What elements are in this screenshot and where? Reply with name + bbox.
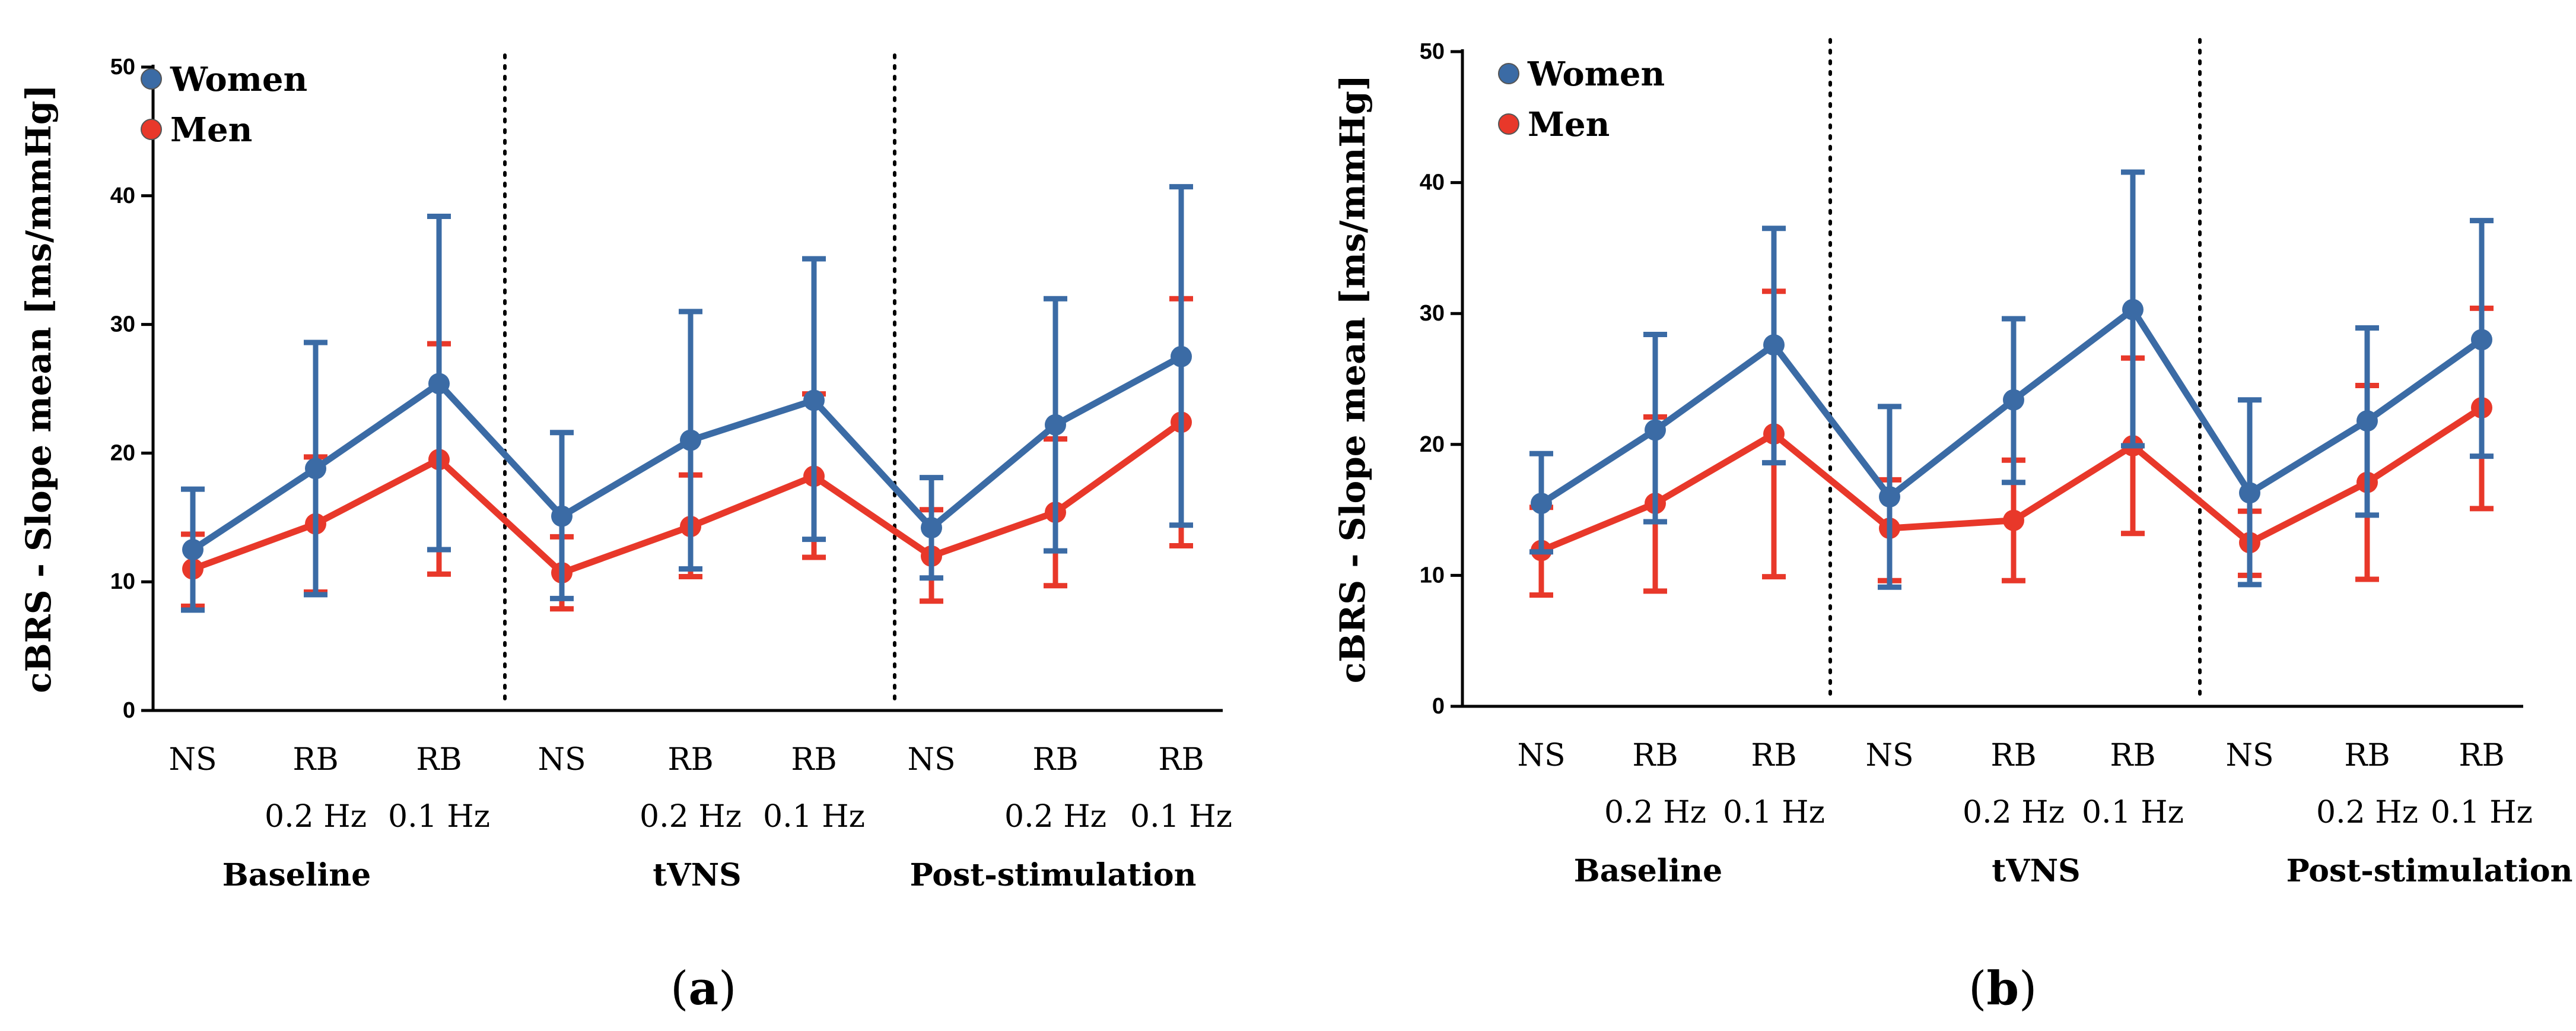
x-tick-label: 0.2 Hz [1004, 799, 1106, 835]
x-tick-label: RB [1990, 738, 2036, 773]
data-point-women [2471, 329, 2492, 351]
x-tick-label: RB [1751, 738, 1796, 773]
chart-panel-b: 0 10 20 30 40 50 cBRS - Slope mean [ms/mmHg] NS… [1332, 38, 2573, 889]
group-label: tVNS [1992, 853, 2080, 889]
data-point-women [2356, 410, 2378, 432]
data-point-women [182, 539, 203, 560]
legend-label-women: Women [1527, 55, 1665, 94]
x-tick-label: 0.2 Hz [1963, 795, 2065, 830]
x-tick-label: 0.1 Hz [763, 799, 865, 835]
series-line-men [812, 473, 934, 559]
y-tick-label: 0 [1432, 694, 1445, 719]
x-tick-label: NS [2225, 738, 2273, 773]
panel-letter-b: b [1986, 962, 2019, 1016]
x-tick-label: 0.1 Hz [1723, 795, 1825, 830]
y-tick-label: 40 [1420, 170, 1445, 195]
data-point-women [2003, 389, 2024, 411]
y-tick-label: 20 [1420, 432, 1445, 457]
y-tick-label: 30 [1420, 301, 1445, 326]
x-tick-label: NS [538, 742, 586, 778]
data-point-women [1045, 414, 1066, 436]
x-tick-label: 0.2 Hz [2316, 795, 2418, 830]
group-label: Post-stimulation [910, 857, 1197, 893]
y-axis-label: cBRS - Slope mean [ms/mmHg] [18, 84, 59, 693]
data-point-women [1171, 345, 1192, 367]
data-point-women [1879, 486, 1900, 508]
data-point-men [2003, 509, 2024, 531]
x-tick-label: 0.1 Hz [2082, 795, 2184, 830]
data-point-women [1645, 419, 1666, 441]
y-tick-label: 10 [1420, 563, 1445, 588]
series-line-women [1771, 342, 1893, 499]
series-line-men [2130, 443, 2252, 545]
legend-marker-women [141, 68, 162, 90]
y-tick-label: 50 [110, 55, 135, 80]
y-axis-label: cBRS - Slope mean [ms/mmHg] [1332, 75, 1373, 684]
series-line-women [436, 381, 565, 519]
x-tick-label: NS [1517, 738, 1565, 773]
x-tick-label: RB [667, 742, 713, 778]
x-tick-label: 0.2 Hz [265, 799, 367, 835]
data-point-women [680, 429, 701, 451]
series-line-women [2130, 307, 2253, 495]
y-tick-label: 50 [1420, 39, 1445, 64]
x-tick-label: RB [1632, 738, 1678, 773]
data-point-women [921, 517, 942, 539]
x-tick-label: 0.1 Hz [1130, 799, 1232, 835]
series-line-men [1772, 431, 1892, 531]
legend-marker-women [1498, 63, 1519, 84]
panel-label-a: (a) [670, 962, 737, 1016]
legend-label-women: Women [170, 60, 307, 99]
group-label: Baseline [222, 857, 371, 893]
x-tick-label: 0.1 Hz [388, 799, 490, 835]
data-point-women [1531, 493, 1552, 515]
group-label: Post-stimulation [2286, 853, 2573, 889]
legend-marker-men [1498, 113, 1519, 135]
data-point-women [1763, 334, 1785, 356]
panel-letter-a: a [688, 962, 718, 1016]
panel-label-b: (b) [1968, 962, 2037, 1016]
x-tick-label: NS [907, 742, 955, 778]
data-point-women [551, 505, 573, 527]
chart-panel-a: 0 10 20 30 40 50 cBRS - Slope mean [ms/mmHg] NS… [18, 53, 1232, 893]
x-tick-label: RB [1158, 742, 1204, 778]
x-tick-label: NS [1865, 738, 1913, 773]
x-tick-label: NS [168, 742, 217, 778]
series-line-women [811, 398, 934, 530]
y-tick-label: 20 [110, 440, 135, 465]
x-tick-label: RB [1032, 742, 1078, 778]
series-women [181, 184, 1193, 613]
series-line-men [437, 457, 564, 576]
x-tick-label: RB [2110, 738, 2155, 773]
legend-marker-men [141, 119, 162, 140]
x-tick-label: RB [791, 742, 837, 778]
legend-label-men: Men [170, 110, 252, 150]
x-tick-label: RB [416, 742, 462, 778]
legend-label-men: Men [1528, 105, 1610, 144]
group-label: Baseline [1574, 853, 1722, 889]
x-tick-label: RB [2344, 738, 2390, 773]
x-tick-label: 0.2 Hz [640, 799, 742, 835]
x-tick-label: 0.1 Hz [2431, 795, 2533, 830]
data-point-women [803, 389, 825, 411]
x-tick-label: RB [292, 742, 338, 778]
data-point-women [305, 458, 326, 480]
data-point-women [428, 373, 450, 395]
y-tick-label: 10 [110, 569, 135, 594]
series-women [1529, 169, 2494, 590]
y-tick-label: 30 [110, 312, 135, 337]
y-tick-label: 40 [110, 183, 135, 208]
data-point-women [2122, 299, 2144, 321]
x-tick-label: 0.2 Hz [1604, 795, 1706, 830]
y-tick-label: 0 [123, 698, 135, 723]
x-tick-label: RB [2459, 738, 2504, 773]
group-label: tVNS [653, 857, 741, 893]
data-point-women [2239, 482, 2260, 504]
